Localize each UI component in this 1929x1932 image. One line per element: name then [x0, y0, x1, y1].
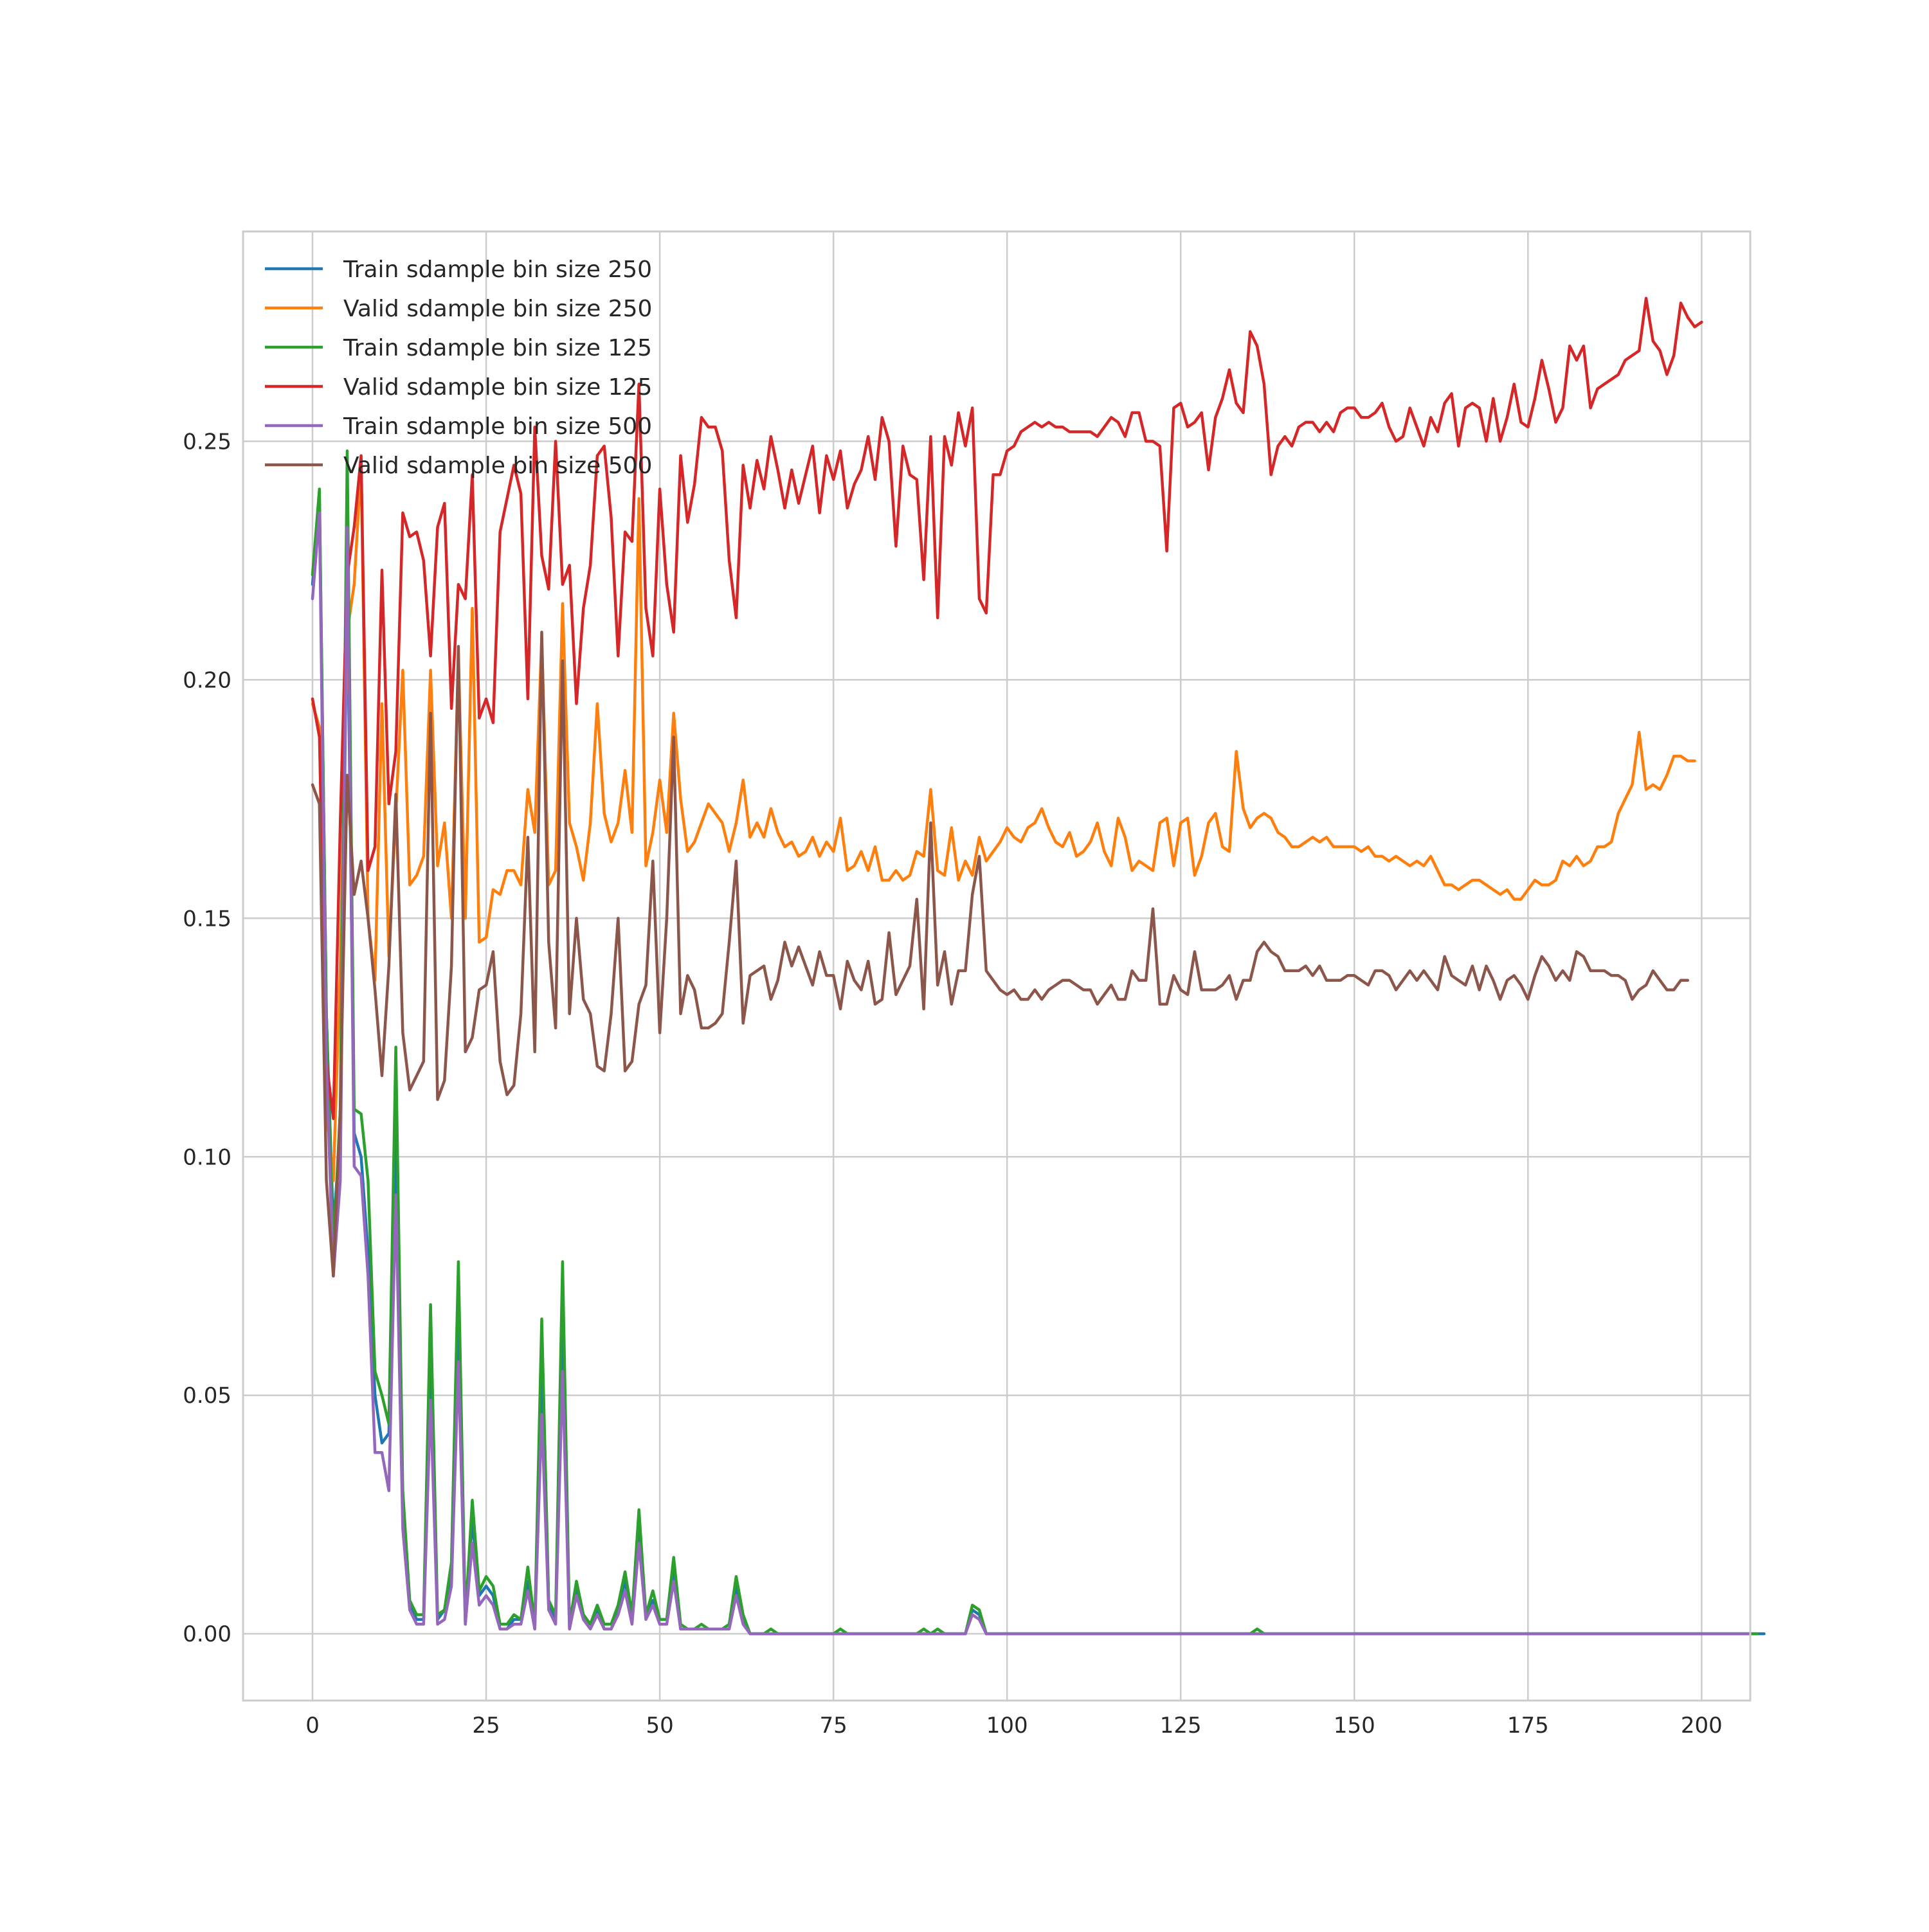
- x-tick-label: 0: [305, 1713, 320, 1738]
- legend: Train sdample bin size 250 Valid sdample …: [265, 257, 652, 479]
- x-tick-label: 100: [986, 1713, 1028, 1738]
- legend-label-1: Valid sdample bin size 250: [343, 296, 652, 322]
- x-tick-label: 150: [1334, 1713, 1375, 1738]
- y-tick-label: 0.05: [183, 1383, 231, 1409]
- series-line-3: [311, 296, 1703, 1121]
- x-tick-label: 200: [1681, 1713, 1723, 1738]
- y-tick-label: 0.25: [183, 429, 231, 455]
- legend-label-0: Train sdample bin size 250: [343, 257, 652, 283]
- series-line-4: [311, 511, 1752, 1636]
- x-tick-label: 50: [646, 1713, 673, 1738]
- series-line-5: [311, 630, 1690, 1277]
- grid: [243, 231, 1750, 1701]
- x-tick-label: 175: [1507, 1713, 1549, 1738]
- x-tick-label: 25: [472, 1713, 500, 1738]
- tick-labels: 0 25 50 75 100 125 150 175 200 0.00 0.05 0.10 0.15 0.…: [183, 429, 1723, 1738]
- y-tick-label: 0.00: [183, 1621, 231, 1647]
- x-tick-label: 125: [1160, 1713, 1202, 1738]
- y-tick-label: 0.15: [183, 906, 231, 932]
- y-tick-label: 0.10: [183, 1144, 231, 1170]
- legend-label-2: Train sdample bin size 125: [343, 335, 652, 361]
- y-tick-label: 0.20: [183, 667, 231, 693]
- x-tick-label: 75: [820, 1713, 847, 1738]
- series-lines: [311, 296, 1766, 1636]
- plot-frame: [242, 230, 1752, 1702]
- legend-label-5: Valid sdample bin size 500: [343, 453, 652, 479]
- legend-label-3: Valid sdample bin size 125: [343, 374, 652, 401]
- legend-label-4: Train sdample bin size 500: [343, 413, 652, 440]
